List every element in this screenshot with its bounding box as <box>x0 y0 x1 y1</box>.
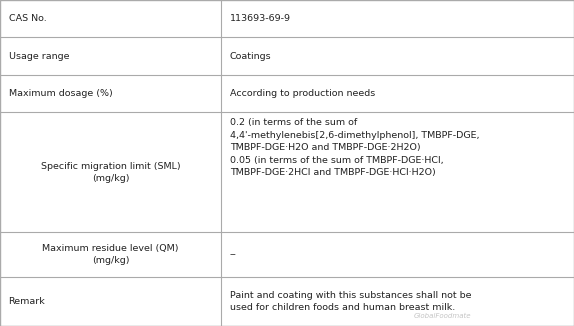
Text: Paint and coating with this substances shall not be
used for children foods and : Paint and coating with this substances s… <box>230 291 471 312</box>
Text: Remark: Remark <box>9 297 45 306</box>
Text: CAS No.: CAS No. <box>9 14 46 23</box>
Text: According to production needs: According to production needs <box>230 89 375 98</box>
Text: 113693-69-9: 113693-69-9 <box>230 14 290 23</box>
Text: Coatings: Coatings <box>230 52 272 61</box>
Text: GlobalFoodmate: GlobalFoodmate <box>413 313 471 319</box>
Text: Specific migration limit (SML)
(mg/kg): Specific migration limit (SML) (mg/kg) <box>41 162 180 183</box>
Text: 0.2 (in terms of the sum of
4,4'-methylenebis[2,6-dimethylphenol], TMBPF-DGE,
TM: 0.2 (in terms of the sum of 4,4'-methyle… <box>230 118 479 177</box>
Text: Maximum residue level (QM)
(mg/kg): Maximum residue level (QM) (mg/kg) <box>42 244 179 265</box>
Text: Maximum dosage (%): Maximum dosage (%) <box>9 89 113 98</box>
Text: Usage range: Usage range <box>9 52 69 61</box>
Text: --: -- <box>230 250 236 259</box>
